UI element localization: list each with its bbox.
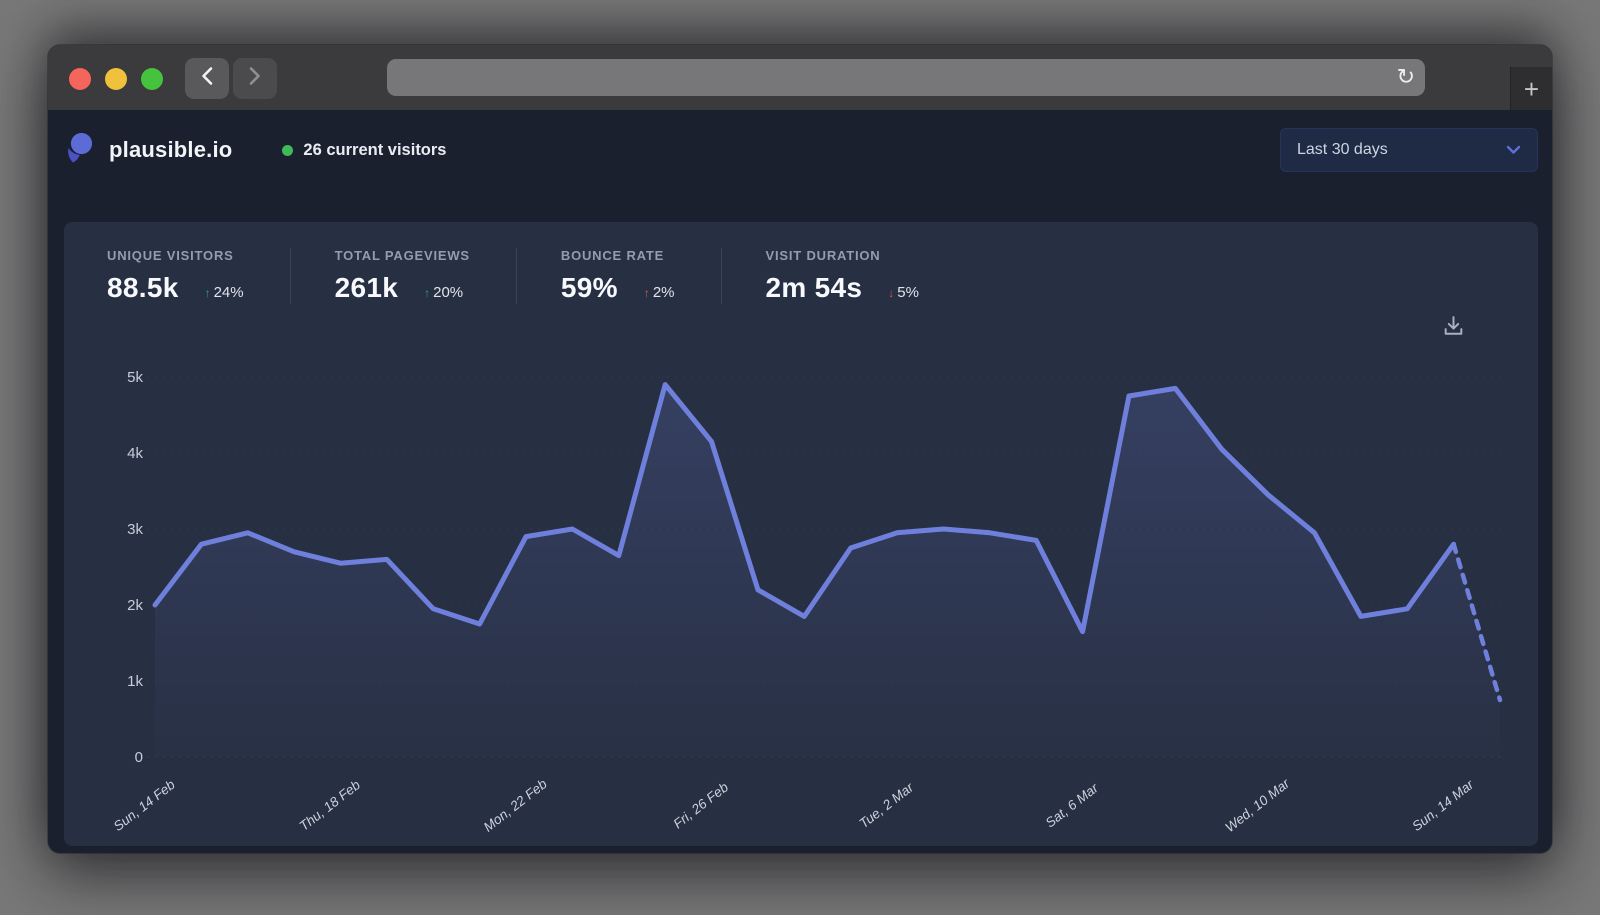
address-bar[interactable]: ↻ <box>387 59 1425 96</box>
current-visitors-badge[interactable]: 26 current visitors <box>282 141 446 160</box>
stat-change: 2% <box>652 284 675 301</box>
stat-visit-duration[interactable]: VISIT DURATION 2m 54s ↓ 5% <box>766 248 965 304</box>
x-axis-tick-label: Thu, 18 Feb <box>296 777 363 834</box>
stat-bounce-rate[interactable]: BOUNCE RATE 59% ↑ 2% <box>561 248 722 304</box>
current-visitors-label: 26 current visitors <box>303 140 447 159</box>
trend-up-icon: ↑ <box>643 286 650 300</box>
x-axis-tick-label: Wed, 10 Mar <box>1222 776 1292 836</box>
stat-label: TOTAL PAGEVIEWS <box>334 248 470 263</box>
live-dot-icon <box>282 144 294 156</box>
x-axis-tick-label: Sun, 14 Feb <box>111 777 179 834</box>
chevron-down-icon <box>1506 145 1521 154</box>
plausible-dashboard: plausible.io 26 current visitors Last 30… <box>48 110 1552 853</box>
stat-value: 88.5k <box>107 272 179 303</box>
export-download-button[interactable] <box>1441 314 1466 344</box>
y-axis-tick-label: 0 <box>135 749 143 766</box>
plausible-logo <box>65 131 95 170</box>
y-axis-tick-label: 3k <box>127 521 143 538</box>
date-range-dropdown[interactable]: Last 30 days <box>1280 128 1538 172</box>
date-range-value: Last 30 days <box>1297 141 1388 158</box>
chart-projection-line <box>1451 541 1503 703</box>
visitors-line-chart: 0 1k 2k 3k 4k 5k Sun, 14 Feb Thu, 18 Feb Mon, 22… <box>111 369 1503 836</box>
reload-icon[interactable]: ↻ <box>1396 64 1415 89</box>
new-tab-icon: + <box>1523 73 1540 104</box>
forward-icon <box>247 66 263 91</box>
stat-label: VISIT DURATION <box>765 248 881 263</box>
back-button[interactable] <box>185 58 229 99</box>
y-axis-tick-label: 1k <box>127 673 143 690</box>
site-title: plausible.io <box>109 137 233 162</box>
y-axis-tick-label: 2k <box>127 597 143 614</box>
zoom-window-button[interactable] <box>141 68 163 90</box>
back-icon <box>199 66 215 91</box>
x-axis-tick-label: Sat, 6 Mar <box>1043 780 1102 830</box>
stat-value: 2m 54s <box>765 272 863 303</box>
brand: plausible.io <box>65 131 232 170</box>
trend-up-icon: ↑ <box>424 286 431 300</box>
trend-down-icon: ↓ <box>888 286 895 300</box>
x-axis-tick-label: Fri, 26 Feb <box>670 779 731 831</box>
stat-unique-visitors[interactable]: UNIQUE VISITORS 88.5k ↑ 24% <box>107 248 291 304</box>
visitors-panel: UNIQUE VISITORS 88.5k ↑ 24% TOTAL PAGEVIE… <box>64 222 1538 846</box>
x-axis-tick-label: Mon, 22 Feb <box>481 776 550 835</box>
stat-label: UNIQUE VISITORS <box>107 248 234 263</box>
dashboard-header: plausible.io 26 current visitors Last 30… <box>48 110 1552 190</box>
y-axis-tick-label: 4k <box>127 445 143 462</box>
y-axis-tick-label: 5k <box>127 369 143 386</box>
x-axis-tick-label: Sun, 14 Mar <box>1409 777 1477 834</box>
new-tab-button[interactable]: + <box>1510 67 1552 110</box>
close-window-button[interactable] <box>69 68 91 90</box>
browser-toolbar: ↻ + <box>48 45 1552 110</box>
chart-area-fill <box>155 384 1500 757</box>
browser-window: ↻ + plausible.io 26 current visitors <box>48 45 1552 853</box>
download-icon <box>1444 316 1463 335</box>
top-stats-row: UNIQUE VISITORS 88.5k ↑ 24% TOTAL PAGEVIE… <box>64 222 1538 304</box>
stat-value: 59% <box>560 272 618 303</box>
trend-up-icon: ↑ <box>204 286 211 300</box>
x-axis-tick-label: Tue, 2 Mar <box>856 779 916 831</box>
stat-change: 20% <box>433 284 464 301</box>
visitors-chart: 0 1k 2k 3k 4k 5k Sun, 14 Feb Thu, 18 Feb Mon, 22… <box>64 348 1538 838</box>
stat-label: BOUNCE RATE <box>560 248 665 263</box>
stat-total-pageviews[interactable]: TOTAL PAGEVIEWS 261k ↑ 20% <box>335 248 517 304</box>
stat-change: 5% <box>897 284 919 301</box>
stat-value: 261k <box>334 272 399 303</box>
window-controls <box>69 68 163 90</box>
minimize-window-button[interactable] <box>105 68 127 90</box>
forward-button[interactable] <box>233 58 277 99</box>
stat-change: 24% <box>213 284 244 301</box>
chart-line <box>152 382 1457 635</box>
dashboard-content: UNIQUE VISITORS 88.5k ↑ 24% TOTAL PAGEVIE… <box>48 190 1552 853</box>
